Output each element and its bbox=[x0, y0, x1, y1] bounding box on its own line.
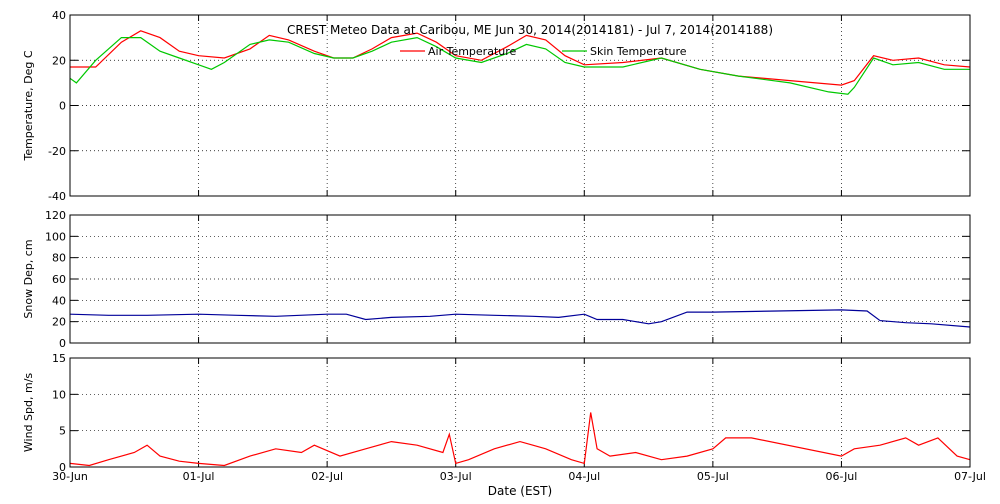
panel-1-series-2-line bbox=[69, 36, 970, 95]
panel-2-series-1-line bbox=[69, 309, 971, 328]
panel-1-frame bbox=[69, 14, 971, 197]
x-tick-label: 05-Jul bbox=[697, 470, 729, 483]
panel-1-ytick-label: 40 bbox=[52, 9, 66, 22]
panel-1-ytick-label: -20 bbox=[48, 145, 66, 158]
x-tick-label: 04-Jul bbox=[568, 470, 600, 483]
x-tick-label: 07-Jul bbox=[954, 470, 986, 483]
panel-1-ytick-label: 20 bbox=[52, 54, 66, 67]
x-tick-label: 01-Jul bbox=[183, 470, 215, 483]
panel-3-ytick-label: 10 bbox=[52, 388, 66, 401]
panel-1-series-1-line bbox=[70, 30, 971, 86]
panel-2-ytick-label: 40 bbox=[52, 294, 66, 307]
x-tick-label: 02-Jul bbox=[311, 470, 343, 483]
legend-label-2: Skin Temperature bbox=[590, 45, 687, 58]
panel-2-ytick-label: 20 bbox=[52, 316, 66, 329]
panel-2-ytick-label: 80 bbox=[52, 252, 66, 265]
x-axis-label: Date (EST) bbox=[488, 484, 552, 498]
panel-1-ytick-label: -40 bbox=[48, 190, 66, 203]
panel-3-ytick-label: 0 bbox=[59, 461, 66, 474]
panel-2-ytick-label: 100 bbox=[45, 230, 66, 243]
panel-2-frame bbox=[69, 214, 971, 344]
chart-title: CREST Meteo Data at Caribou, ME Jun 30, … bbox=[287, 23, 773, 37]
panel-1-y-axis-label: Temperature, Deg C bbox=[22, 50, 35, 161]
x-tick-label: 03-Jul bbox=[440, 470, 472, 483]
legend-label-1: Air Temperature bbox=[428, 45, 517, 58]
panel-3-ytick-label: 15 bbox=[52, 352, 66, 365]
panel-3-series-1-line bbox=[69, 412, 971, 467]
panel-2-ytick-label: 0 bbox=[59, 337, 66, 350]
panel-3-frame bbox=[69, 357, 971, 468]
panel-2-ytick-label: 120 bbox=[45, 209, 66, 222]
panel-2-ytick-label: 60 bbox=[52, 273, 66, 286]
panel-2-y-axis-label: Snow Dep, cm bbox=[22, 239, 35, 318]
x-tick-label: 06-Jul bbox=[825, 470, 857, 483]
panel-1-ytick-label: 0 bbox=[59, 100, 66, 113]
panel-3-ytick-label: 5 bbox=[59, 425, 66, 438]
panel-3-y-axis-label: Wind Spd, m/s bbox=[22, 373, 35, 453]
x-tick-label: 30-Jun bbox=[52, 470, 88, 483]
